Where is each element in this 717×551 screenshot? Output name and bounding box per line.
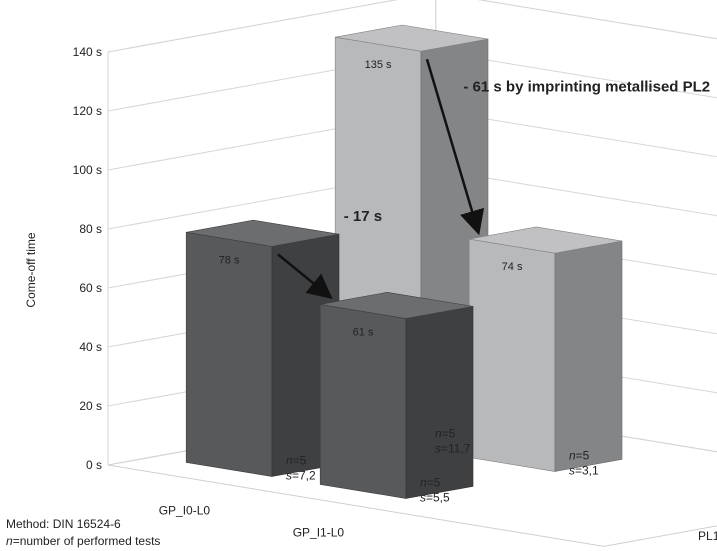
annotation-arrow <box>425 58 485 236</box>
annotation-arrow <box>277 253 333 300</box>
annotation-text: - 17 s <box>344 208 382 225</box>
labels: 0 s 20 s 40 s 60 s 80 s 100 s 120 s 140 s 135 s n… <box>6 45 717 548</box>
bar-top-face <box>335 24 489 52</box>
n-label: n=5 <box>286 453 307 467</box>
y-tick-label: 60 s <box>79 281 102 295</box>
annotation-text: - 61 s by imprinting metallised PL2 <box>463 79 710 96</box>
s-label: s=11,7 <box>435 441 471 455</box>
footnote-n: n=number of performed tests <box>6 534 160 548</box>
series-label: PL1 - non-metallised paper <box>698 529 717 543</box>
gridline <box>107 0 717 53</box>
bar-side-face <box>554 240 623 472</box>
bar-pl2-gpi1l0 <box>468 226 623 472</box>
y-tick-label: 80 s <box>79 222 102 236</box>
s-label: s=7,2 <box>286 468 316 482</box>
y-tick-label: 120 s <box>73 104 102 118</box>
data-label: 74 s <box>502 261 523 273</box>
n-label: n=5 <box>435 426 456 440</box>
bar-top-face <box>469 226 623 254</box>
data-label: 135 s <box>365 59 392 71</box>
data-label: 61 s <box>353 326 374 338</box>
s-label: s=5,5 <box>420 490 450 504</box>
bar-top-face <box>320 291 474 319</box>
n-label: n=5 <box>569 448 590 462</box>
y-axis-label: Come-off time <box>24 232 38 307</box>
y-tick-label: 20 s <box>79 399 102 413</box>
y-tick-label: 100 s <box>73 163 102 177</box>
y-tick-label: 0 s <box>86 458 102 472</box>
bar-top-face <box>186 219 340 247</box>
bars <box>185 24 623 499</box>
footnote-method: Method: DIN 16524-6 <box>6 517 121 531</box>
x-category-label: GP_I0-L0 <box>159 504 211 518</box>
y-tick-label: 40 s <box>79 340 102 354</box>
bar-front-face <box>468 238 556 472</box>
n-label: n=5 <box>420 475 441 489</box>
s-label: s=3,1 <box>569 463 599 477</box>
x-category-label: GP_I1-L0 <box>293 526 345 540</box>
bar-pl1-gpi1l0 <box>319 291 474 499</box>
bar-front-face <box>185 231 273 477</box>
bar-side-face <box>405 306 474 499</box>
bar-pl1-gpi0l0 <box>185 219 340 477</box>
data-label: 78 s <box>219 254 240 266</box>
y-tick-label: 140 s <box>73 45 102 59</box>
